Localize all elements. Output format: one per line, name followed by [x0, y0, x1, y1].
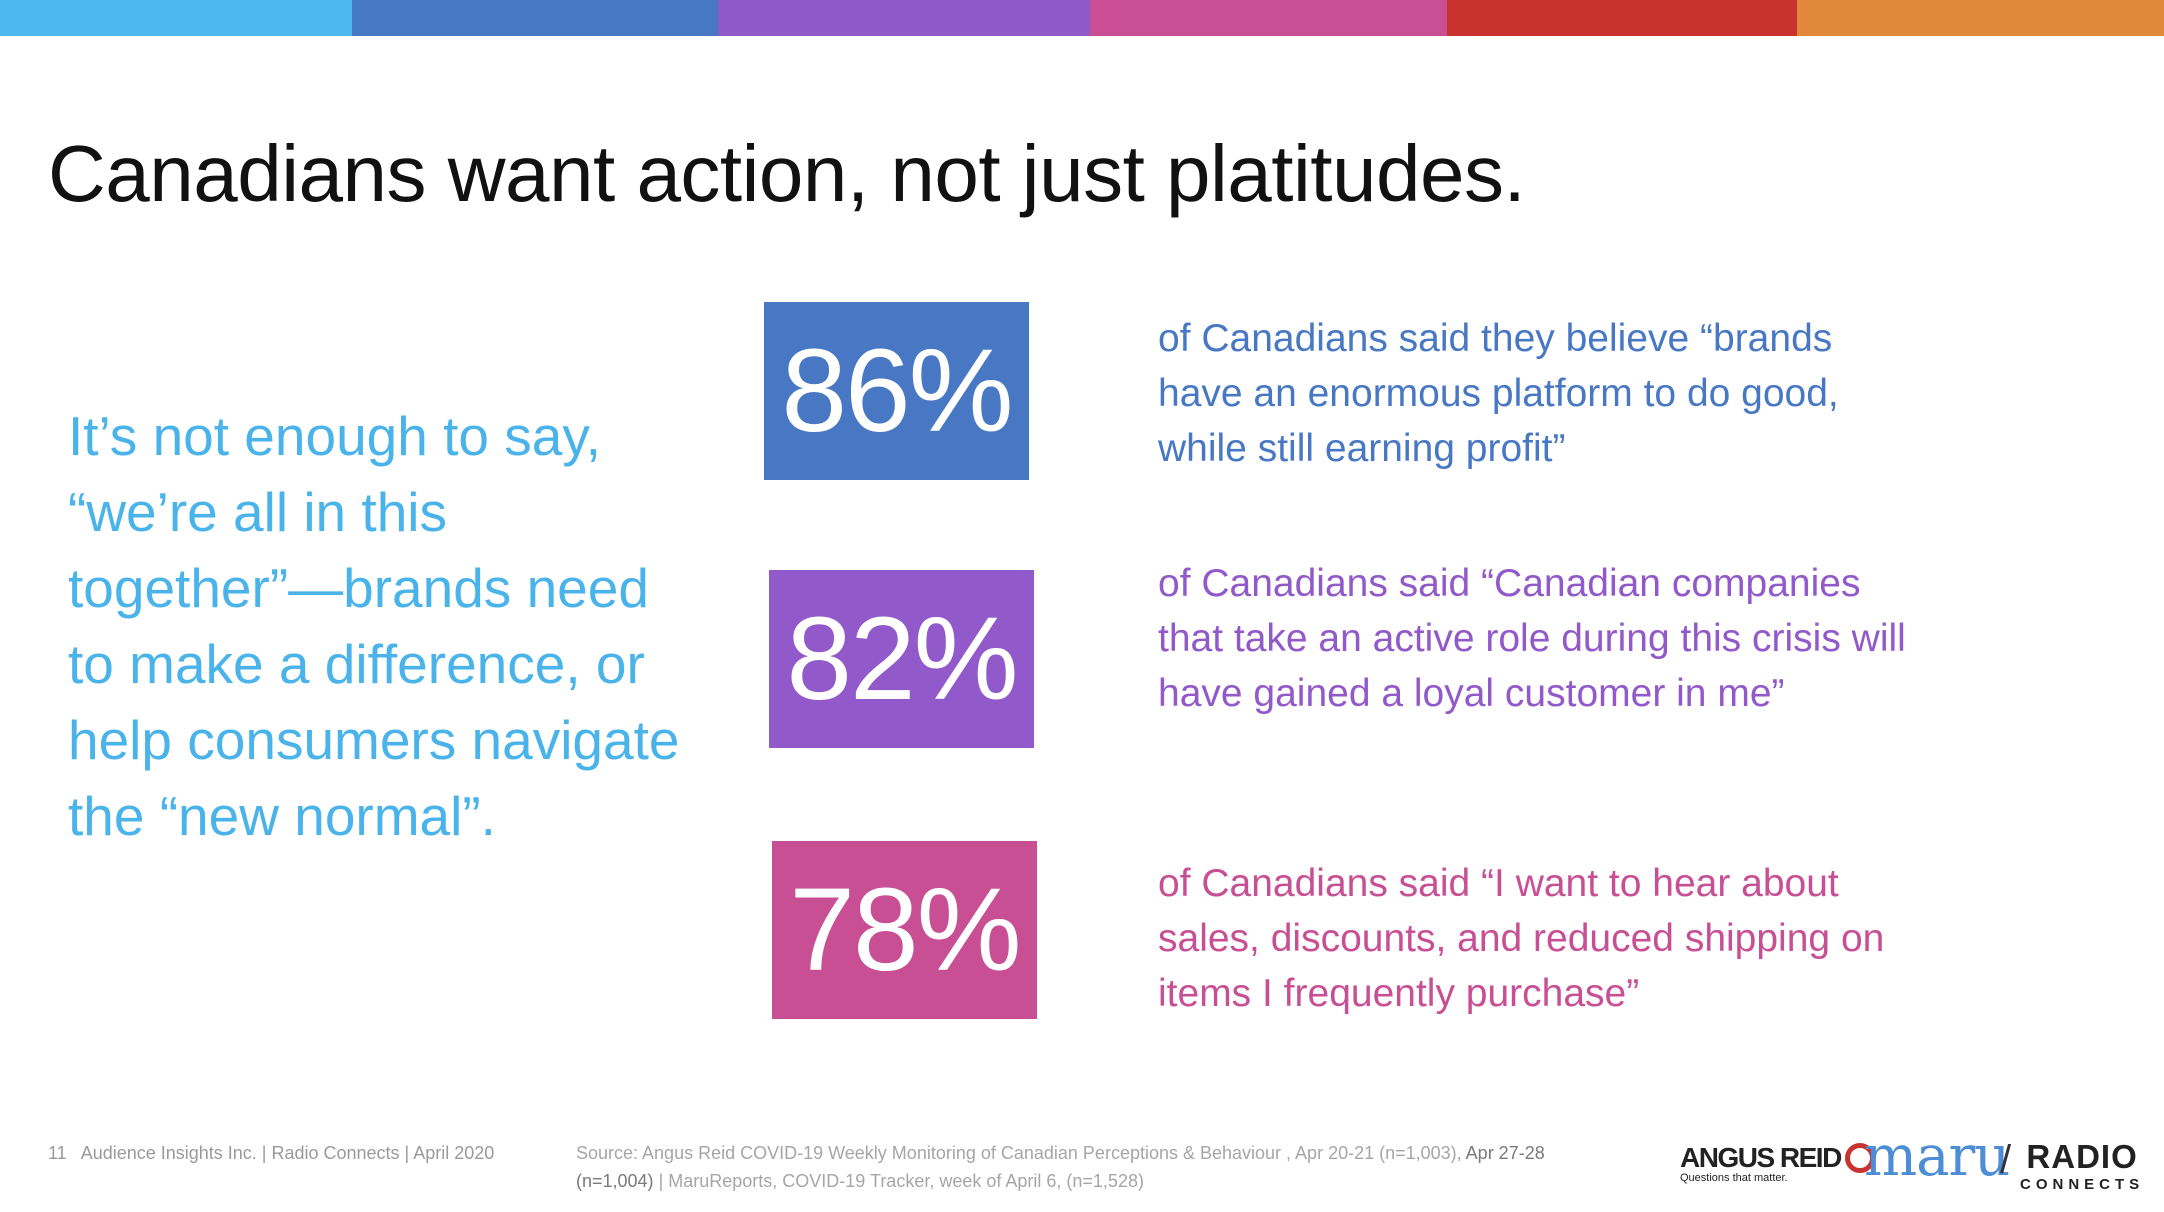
lead-statement: It’s not enough to say, “we’re all in th… [68, 405, 680, 847]
maru-logo: maru [1864, 1124, 2010, 1189]
ring-icon [1844, 1143, 1875, 1173]
stat-value: 82% [786, 593, 1018, 725]
color-segment [352, 0, 718, 36]
angus-reid-wordmark: ANGUS REID [1680, 1142, 1842, 1173]
radio-wordmark: RADIO [2026, 1138, 2138, 1175]
slide-title: Canadians want action, not just platitud… [48, 129, 1526, 218]
source-note: Source: Angus Reid COVID-19 Weekly Monit… [576, 1139, 1576, 1195]
connects-wordmark: CONNECTS [2020, 1176, 2145, 1193]
footer-credit: 11 Audience Insights Inc. | Radio Connect… [48, 1143, 494, 1164]
top-color-bar [0, 0, 2164, 36]
radio-connects-logo: RADIO CONNECTS [2020, 1138, 2145, 1194]
color-segment [718, 0, 1090, 36]
page-number: 11 [48, 1143, 67, 1163]
credit-text: Audience Insights Inc. | Radio Connects … [80, 1143, 495, 1163]
stat-value-box: 82% [769, 570, 1034, 748]
source-text-3: | MaruReports, COVID-19 Tracker, week of… [658, 1171, 1144, 1191]
stat-description: of Canadians said “Canadian companies th… [1158, 562, 1906, 715]
stat-value: 78% [789, 864, 1021, 996]
logo-divider: / [2000, 1138, 2012, 1182]
stat-description: of Canadians said “I want to hear about … [1158, 862, 1885, 1015]
angus-reid-tagline: Questions that matter. [1680, 1172, 1788, 1184]
source-text-1: Source: Angus Reid COVID-19 Weekly Monit… [576, 1143, 1462, 1163]
color-segment [1447, 0, 1797, 36]
stat-value-box: 78% [772, 841, 1037, 1019]
angus-reid-logo: ANGUS REID Questions that matter. [1680, 1142, 1875, 1184]
source-text-2: Apr 27-28 (n=1,004) [576, 1143, 1545, 1191]
stat-value-box: 86% [764, 302, 1029, 480]
color-segment [1090, 0, 1447, 36]
color-segment [1797, 0, 2164, 36]
stat-value: 86% [781, 325, 1013, 457]
stat-description: of Canadians said they believe “brands h… [1158, 317, 1839, 470]
color-segment [0, 0, 352, 36]
